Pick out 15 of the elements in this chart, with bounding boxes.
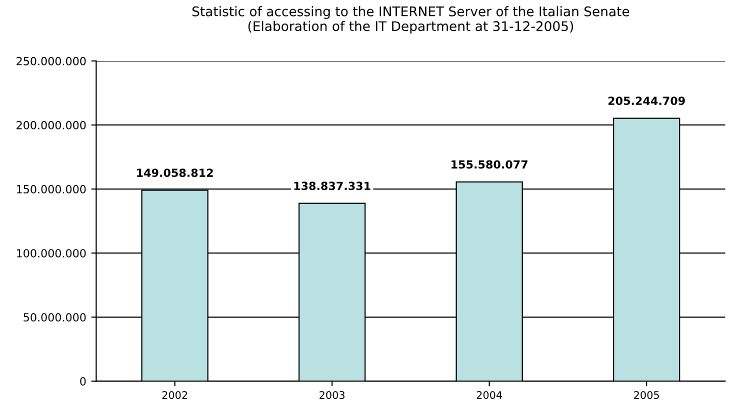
data-label: 138.837.331: [294, 182, 370, 190]
y-tick-label: 150.000.000: [17, 185, 86, 194]
data-label: 205.244.709: [608, 96, 685, 106]
x-tick-label: 2003: [320, 391, 344, 399]
x-tick-label: 2005: [634, 391, 659, 399]
x-tick-label: 2004: [476, 391, 502, 399]
y-tick-label: 50.000.000: [24, 313, 86, 322]
x-tick-label: 2002: [162, 391, 188, 399]
data-label: 155.580.077: [452, 160, 528, 169]
chart-title: Statistic of accessing to the INTERNET Server of the Italian Senate (Elaboration of the IT Department at 31-12-2005): [192, 6, 630, 34]
data-label: 149.058.812: [137, 168, 213, 177]
y-tick-label: 200.000.000: [16, 120, 86, 130]
y-tick-label: 250.000.000: [16, 56, 86, 66]
y-tick-label: 100.000.000: [17, 249, 86, 258]
y-tick-label: 0: [80, 377, 86, 386]
